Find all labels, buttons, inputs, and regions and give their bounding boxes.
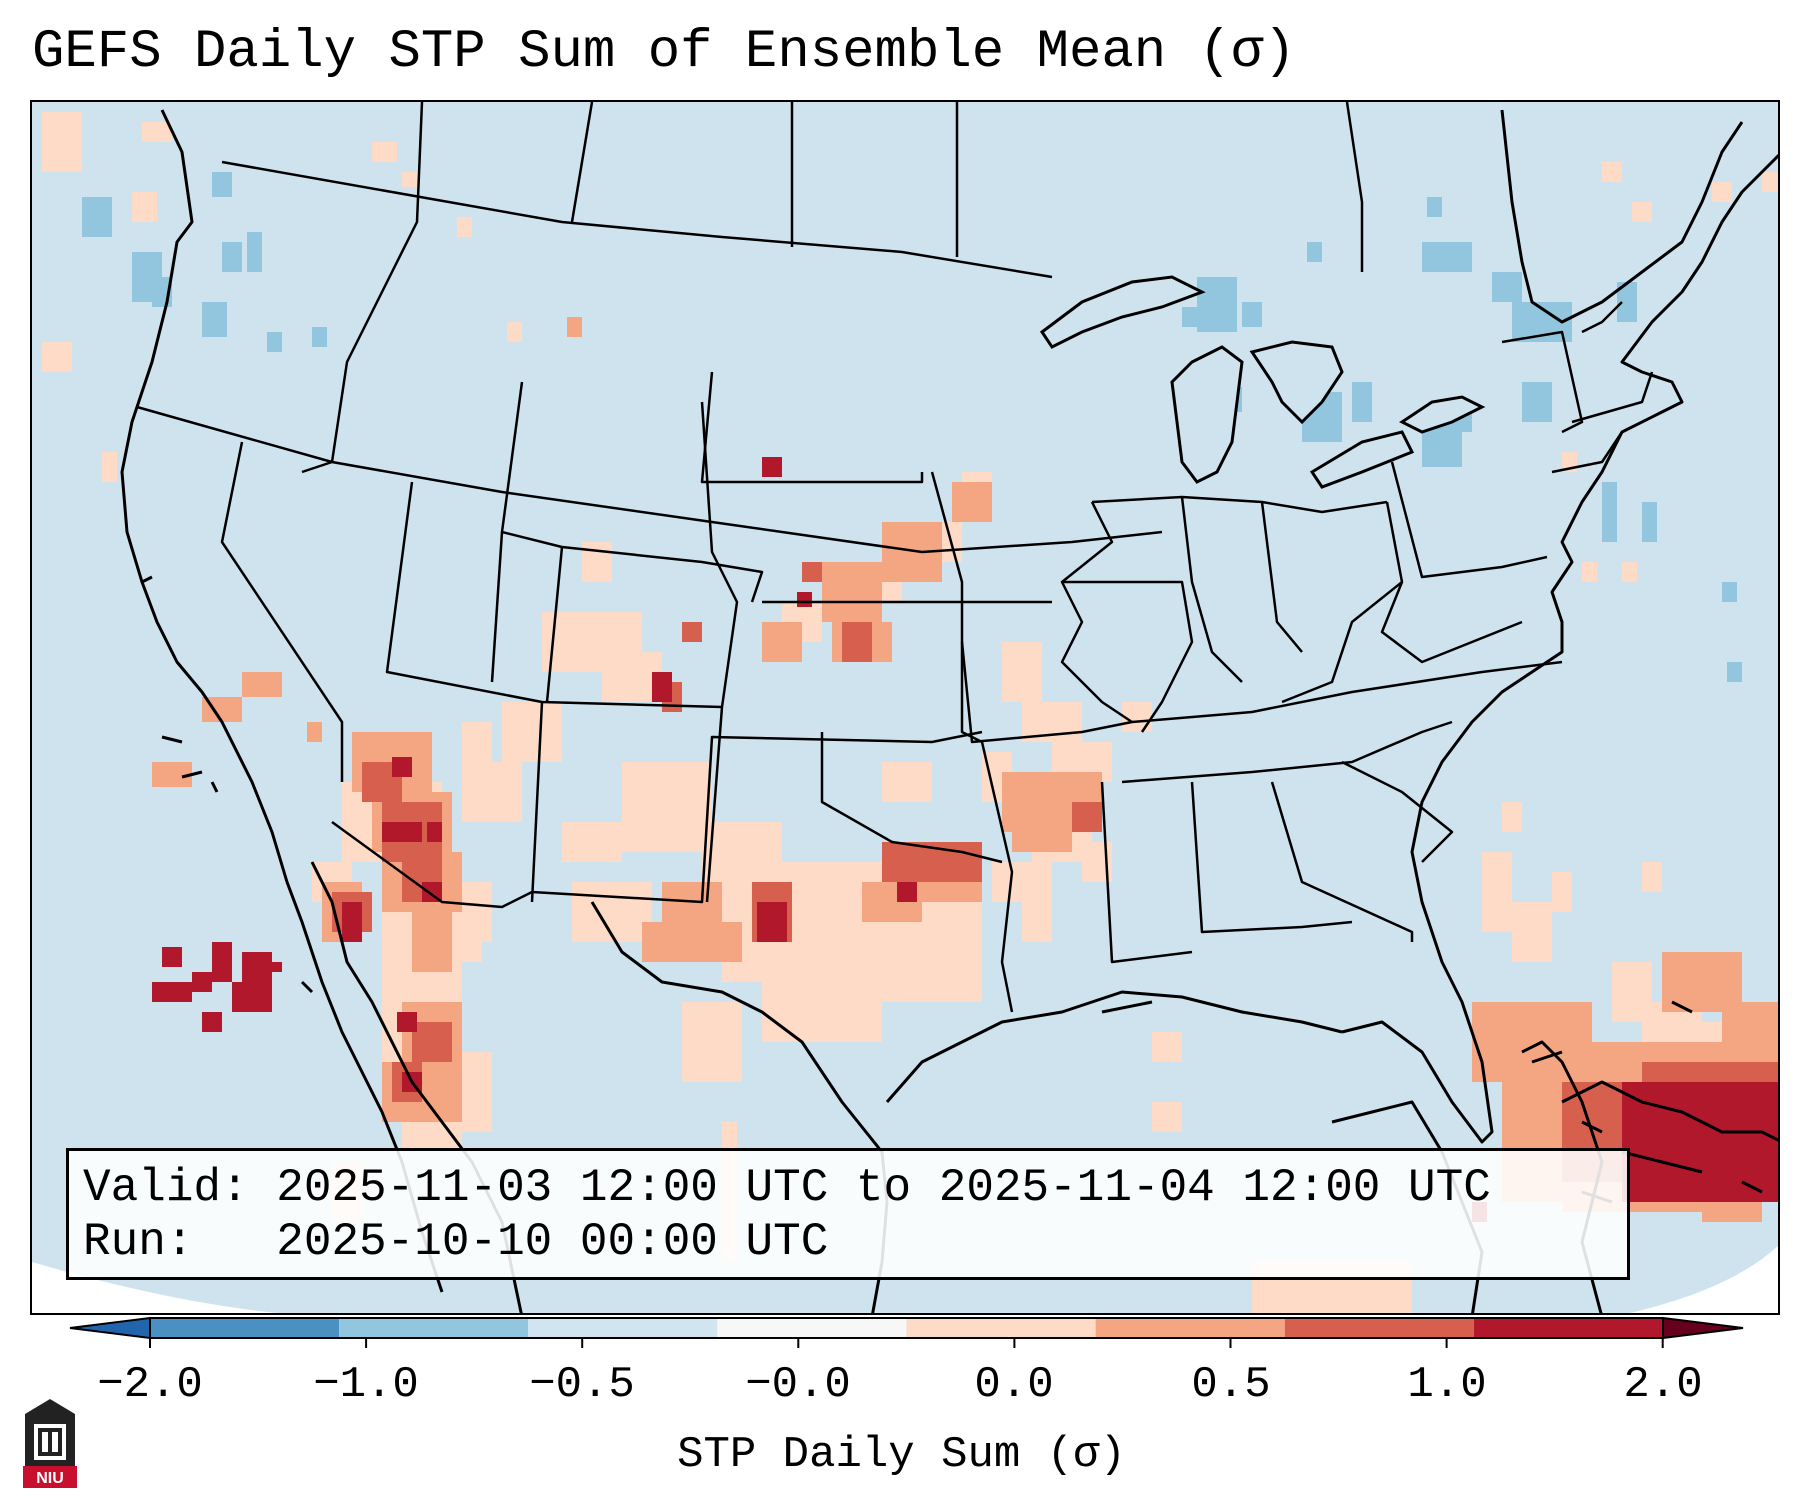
run-time-text: Run: 2025-10-10 00:00 UTC — [83, 1216, 829, 1268]
coastlines — [120, 109, 1778, 1313]
colorbar-tick-label: 0.5 — [1191, 1360, 1271, 1410]
colorbar-tick-label: 0.0 — [974, 1360, 1054, 1410]
colorbar-extend-low — [69, 1316, 151, 1340]
colorbar-tick-label: 1.0 — [1407, 1360, 1487, 1410]
colorbar-extend-high — [1662, 1316, 1744, 1340]
colorbar-label: STP Daily Sum (σ) — [677, 1430, 1126, 1480]
colorbar-tick-label: 2.0 — [1623, 1360, 1703, 1410]
colorbar-tick-label: −0.5 — [529, 1360, 635, 1410]
colorbar-tick-label: −0.0 — [745, 1360, 851, 1410]
negative-anomaly-cells — [82, 172, 1742, 682]
colorbar-outline — [149, 1317, 1664, 1339]
colorbar — [69, 1316, 1744, 1348]
colorbar-segment — [717, 1318, 907, 1338]
valid-run-info-box: Valid: 2025-11-03 12:00 UTC to 2025-11-0… — [66, 1148, 1630, 1280]
colorbar-segment — [1095, 1318, 1285, 1338]
logo-text: NIU — [36, 1470, 64, 1487]
projection-edge-left — [32, 1262, 277, 1313]
colorbar-segment — [906, 1318, 1096, 1338]
state-borders — [136, 102, 1654, 1013]
colorbar-segment — [150, 1318, 340, 1338]
great-lakes — [1039, 275, 1486, 489]
colorbar-segment — [339, 1318, 529, 1338]
valid-time-text: Valid: 2025-11-03 12:00 UTC to 2025-11-0… — [83, 1162, 1491, 1214]
colorbar-segment — [1284, 1318, 1474, 1338]
map-canvas[interactable] — [32, 102, 1780, 1315]
projection-edge-right — [1630, 1245, 1778, 1313]
map-panel[interactable] — [30, 100, 1780, 1315]
colorbar-tick-label: −2.0 — [97, 1360, 203, 1410]
map-title: GEFS Daily STP Sum of Ensemble Mean (σ) — [32, 22, 1296, 83]
colorbar-segment — [528, 1318, 718, 1338]
colorbar-segment — [1473, 1318, 1663, 1338]
strong-positive-cells — [152, 457, 1778, 1222]
niu-logo: NIU — [23, 1399, 77, 1488]
colorbar-tick-label: −1.0 — [313, 1360, 419, 1410]
